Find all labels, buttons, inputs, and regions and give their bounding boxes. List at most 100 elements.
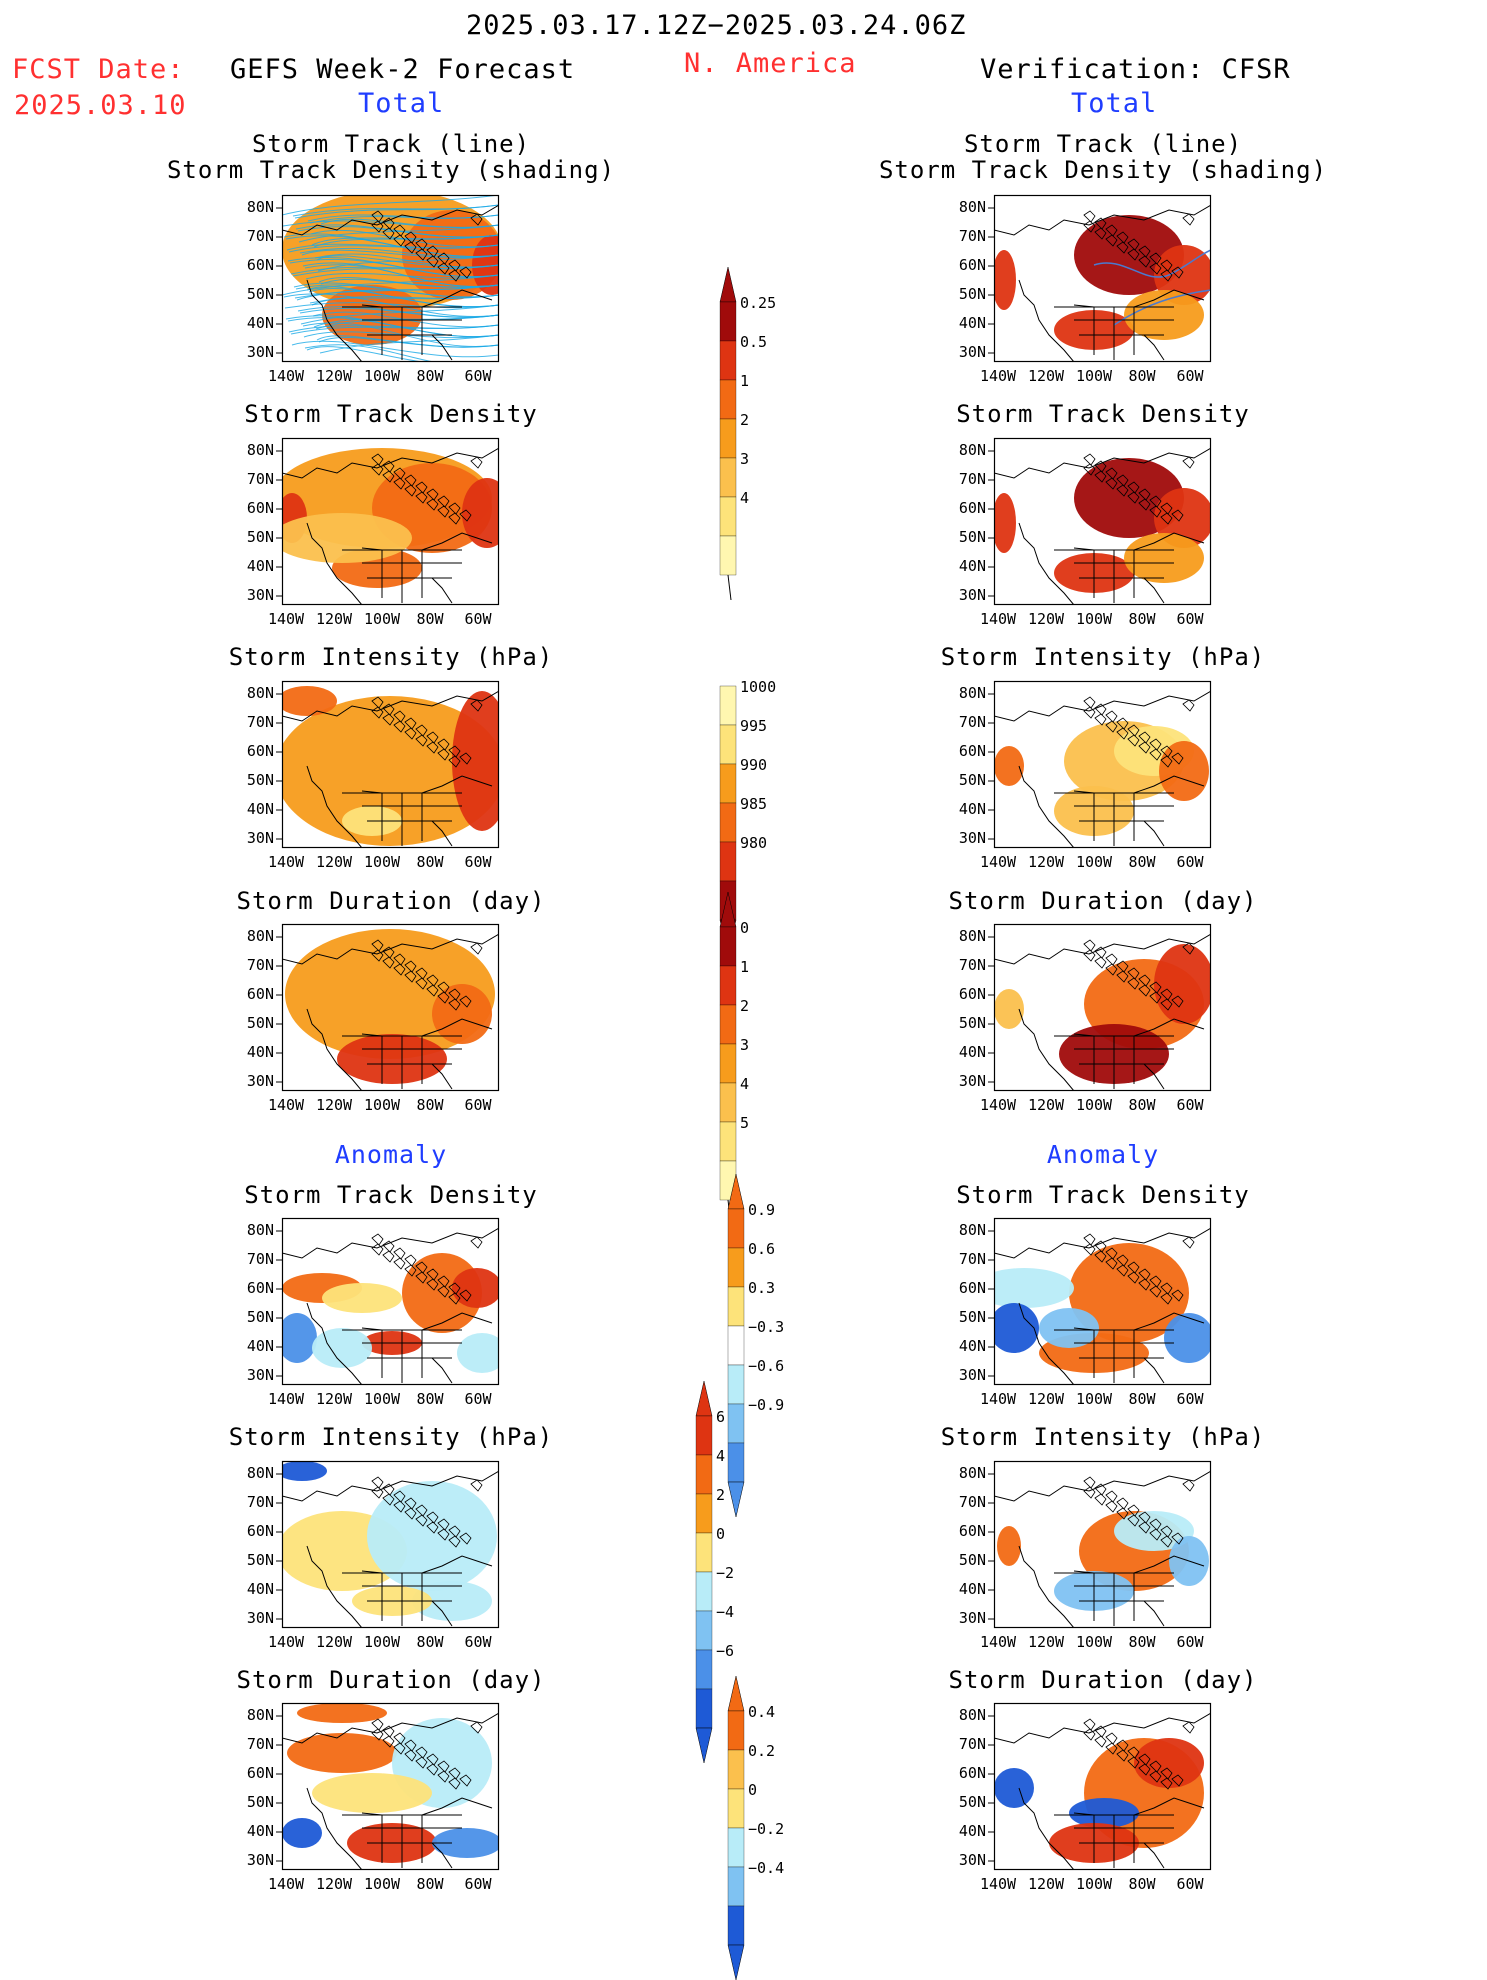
lat-tick-label: 80N <box>246 927 274 945</box>
lon-tick-label: 120W <box>315 853 353 871</box>
island-outline <box>371 463 384 476</box>
lat-tick <box>276 537 282 539</box>
island-outline <box>1127 1756 1140 1769</box>
total-label-left: Total <box>358 88 445 119</box>
lon-tick-label: 120W <box>1027 1633 1065 1651</box>
lat-tick <box>276 595 282 597</box>
coastline <box>994 1227 1211 1385</box>
island-outline <box>459 1774 472 1787</box>
intensity-anom-colorbar <box>695 1380 713 1764</box>
island-outline <box>1160 1767 1173 1780</box>
colorbar-segment <box>719 1043 737 1084</box>
lat-tick <box>988 1831 994 1833</box>
island-outline <box>1094 703 1107 716</box>
island-outline <box>393 1247 406 1260</box>
island-outline <box>1094 460 1107 473</box>
shading-cell <box>994 989 1024 1029</box>
island-outline <box>1171 1289 1184 1302</box>
lon-tick-label: 100W <box>1075 610 1113 628</box>
island-outline <box>404 1254 417 1267</box>
colorbar-segment <box>719 457 737 498</box>
island-outline <box>1094 227 1107 240</box>
island-outline <box>404 1739 417 1752</box>
colorbar-segment <box>719 763 737 804</box>
island-outline <box>1160 988 1173 1001</box>
island-outline <box>1149 738 1162 751</box>
lat-tick <box>276 1531 282 1533</box>
island-outline <box>1149 1760 1162 1773</box>
colorbar-label: 0.2 <box>748 1742 776 1760</box>
colorbar-segment <box>695 1415 713 1456</box>
island-outline <box>1083 463 1096 476</box>
lon-tick-label: 80W <box>416 1096 444 1114</box>
shading-cell <box>282 1818 322 1848</box>
island-outline <box>393 1490 406 1503</box>
verification-title: Verification: CFSR <box>980 54 1291 85</box>
lon-tick-label: 60W <box>1176 1390 1204 1408</box>
lat-tick-label: 80N <box>246 1706 274 1724</box>
island-outline <box>1127 481 1140 494</box>
lat-tick-label: 80N <box>958 1706 986 1724</box>
island-outline <box>1138 984 1151 997</box>
island-outline <box>415 967 428 980</box>
coastline <box>994 933 1211 1091</box>
island-outline <box>393 224 406 237</box>
lon-tick-label: 140W <box>979 1875 1017 1893</box>
colorbar-segment <box>719 965 737 1006</box>
right-track-map <box>993 194 1212 363</box>
lon-tick-label: 140W <box>979 1096 1017 1114</box>
storm-track-line <box>282 274 499 296</box>
map-frame <box>281 1460 500 1629</box>
colorbar-label: 3 <box>740 1036 750 1054</box>
lat-tick <box>276 722 282 724</box>
total-label-right: Total <box>1071 88 1158 119</box>
colorbar-segment <box>719 926 737 967</box>
left-adens-map <box>281 1217 500 1386</box>
storm-track-line <box>284 302 499 309</box>
storm-track-line <box>312 311 499 328</box>
shading-cell <box>322 285 422 345</box>
colorbar-arrow <box>727 1481 745 1518</box>
island-outline <box>459 752 472 765</box>
lat-tick-label: 40N <box>246 314 274 332</box>
lat-tick-label: 30N <box>958 1366 986 1384</box>
island-outline <box>393 1742 406 1755</box>
colorbar-label: 2 <box>740 411 750 429</box>
storm-track-line <box>309 294 499 304</box>
storm-track-line <box>310 229 499 248</box>
lon-tick-label: 100W <box>1075 1633 1113 1651</box>
map-frame <box>993 194 1212 363</box>
lon-tick-label: 80W <box>1128 1096 1156 1114</box>
colorbar-label: 0 <box>740 919 750 937</box>
lat-tick-label: 40N <box>958 1337 986 1355</box>
island-outline <box>1116 474 1129 487</box>
island-outline <box>1138 1753 1151 1766</box>
map-frame <box>281 680 500 849</box>
lat-tick-label: 70N <box>958 1493 986 1511</box>
lat-tick <box>988 1802 994 1804</box>
island-outline <box>448 988 461 1001</box>
lat-tick-label: 40N <box>958 800 986 818</box>
shading-cell <box>462 478 499 548</box>
coastline <box>282 933 499 1091</box>
colorbar-segment <box>719 496 737 537</box>
island-outline <box>1127 238 1140 251</box>
island-outline <box>393 963 406 976</box>
lon-tick-label: 140W <box>979 1633 1017 1651</box>
shading-cell <box>282 1313 317 1363</box>
colorbar-segment <box>727 1247 745 1288</box>
lat-tick <box>988 1531 994 1533</box>
island-outline <box>1160 1282 1173 1295</box>
lat-tick <box>988 1317 994 1319</box>
left-int-title: Storm Intensity (hPa) <box>228 643 554 671</box>
shading-cell <box>297 1703 387 1723</box>
island-outline <box>448 998 461 1011</box>
island-outline <box>1127 1514 1140 1527</box>
colorbar-label: 2 <box>740 997 750 1015</box>
lat-tick-label: 70N <box>958 470 986 488</box>
lat-tick-label: 30N <box>246 586 274 604</box>
shading-cell <box>1069 1243 1189 1343</box>
shading-cell <box>994 1768 1034 1808</box>
shading-cell <box>1154 944 1211 1024</box>
colorbar-label: −0.4 <box>748 1859 785 1877</box>
